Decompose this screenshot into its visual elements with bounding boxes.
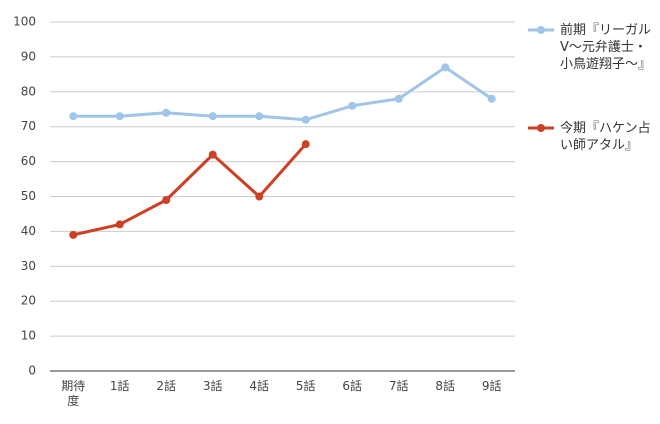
x-tick-label: 9話	[481, 379, 502, 393]
point	[115, 112, 124, 121]
point	[301, 140, 310, 149]
y-tick-label: 90	[21, 49, 36, 63]
point	[162, 195, 171, 204]
y-tick-label: 80	[21, 84, 36, 98]
point	[208, 150, 217, 159]
x-tick-label: 6話	[342, 379, 363, 393]
point	[487, 94, 496, 103]
x-tick-label: 4話	[249, 379, 270, 393]
x-tick-label: 2話	[156, 379, 177, 393]
legend-swatch-dot	[537, 124, 545, 132]
point	[69, 112, 78, 121]
x-tick-label: 期待度	[61, 379, 86, 408]
y-tick-label: 100	[13, 15, 36, 29]
y-tick-label: 30	[21, 259, 36, 273]
y-tick-label: 40	[21, 224, 36, 238]
point	[208, 112, 217, 121]
point	[255, 192, 264, 201]
point	[255, 112, 264, 121]
point	[348, 101, 357, 110]
x-tick-label: 1話	[109, 379, 130, 393]
x-tick-label: 5話	[295, 379, 316, 393]
point	[301, 115, 310, 124]
point	[69, 230, 78, 239]
point	[162, 108, 171, 117]
y-tick-label: 0	[28, 364, 36, 378]
y-tick-label: 10	[21, 329, 36, 343]
x-tick-label: 7話	[388, 379, 409, 393]
series-line	[73, 65, 493, 122]
series-line	[72, 143, 307, 237]
x-tick-label: 3話	[202, 379, 223, 393]
y-tick-label: 60	[21, 154, 36, 168]
point	[394, 94, 403, 103]
y-tick-label: 20	[21, 294, 36, 308]
legend-label: 前期『リーガルV～元弁護士・小鳥遊翔子～』	[560, 23, 652, 72]
x-tick-label: 8話	[435, 379, 456, 393]
legend-label: 今期『ハケン占い師アタル』	[560, 121, 651, 153]
point	[441, 63, 450, 72]
point	[115, 220, 124, 229]
y-tick-label: 70	[21, 119, 36, 133]
legend-swatch-dot	[537, 26, 545, 34]
y-tick-label: 50	[21, 189, 36, 203]
